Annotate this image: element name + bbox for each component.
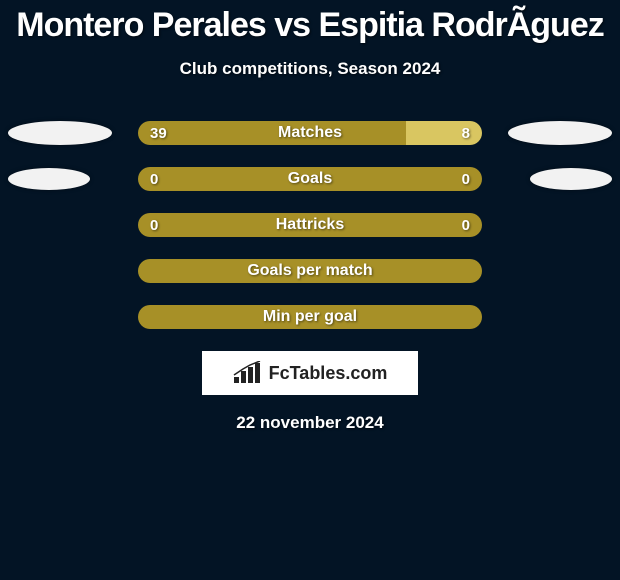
date-label: 22 november 2024 [0, 413, 620, 433]
page-title: Montero Perales vs Espitia RodrÃ­guez [0, 0, 620, 45]
stat-row: Goals per match [0, 259, 620, 283]
stat-row: 00Goals [0, 167, 620, 191]
stat-bar: 398Matches [138, 121, 482, 145]
bar-chart-icon [233, 361, 263, 385]
bar-fill-right [406, 121, 482, 145]
stat-bar: 00Goals [138, 167, 482, 191]
stat-row: 00Hattricks [0, 213, 620, 237]
player-ellipse-right [530, 168, 612, 190]
bar-fill-left [138, 121, 406, 145]
bar-fill-left [138, 305, 482, 329]
subtitle: Club competitions, Season 2024 [0, 59, 620, 79]
stat-bar: Min per goal [138, 305, 482, 329]
bar-fill-left [138, 213, 482, 237]
player-ellipse-left [8, 121, 112, 145]
stat-bar: Goals per match [138, 259, 482, 283]
stat-bar: 00Hattricks [138, 213, 482, 237]
stat-row: Min per goal [0, 305, 620, 329]
logo-text: FcTables.com [269, 363, 388, 384]
content: Montero Perales vs Espitia RodrÃ­guez Cl… [0, 0, 620, 433]
stat-rows: 398Matches 00Goals 00Hattricks Goals per ma… [0, 121, 620, 329]
bar-fill-left [138, 259, 482, 283]
player-ellipse-right [508, 121, 612, 145]
player-ellipse-left [8, 168, 90, 190]
stat-row: 398Matches [0, 121, 620, 145]
logo-box: FcTables.com [202, 351, 418, 395]
bar-fill-left [138, 167, 482, 191]
